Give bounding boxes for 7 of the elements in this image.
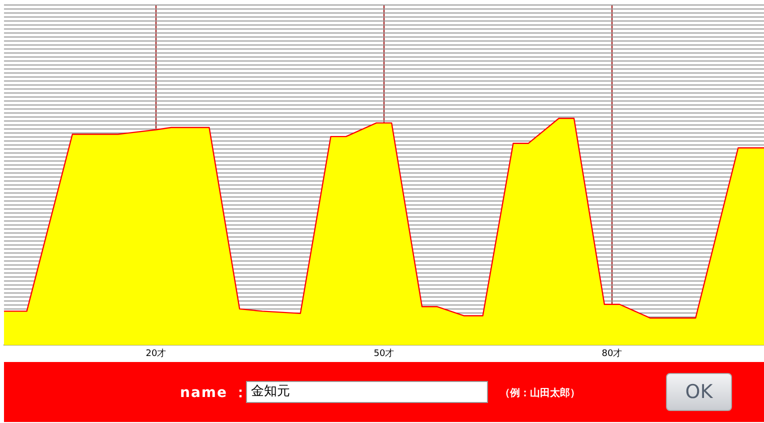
x-tick-label: 50才: [374, 348, 394, 359]
x-tick-label: 80才: [602, 348, 622, 359]
text: 金知元: [251, 384, 290, 399]
text: OK: [666, 373, 732, 411]
text: name ：: [180, 384, 248, 402]
x-tick-label: 20才: [146, 348, 166, 359]
text: （例：山田太郎）: [500, 386, 580, 400]
